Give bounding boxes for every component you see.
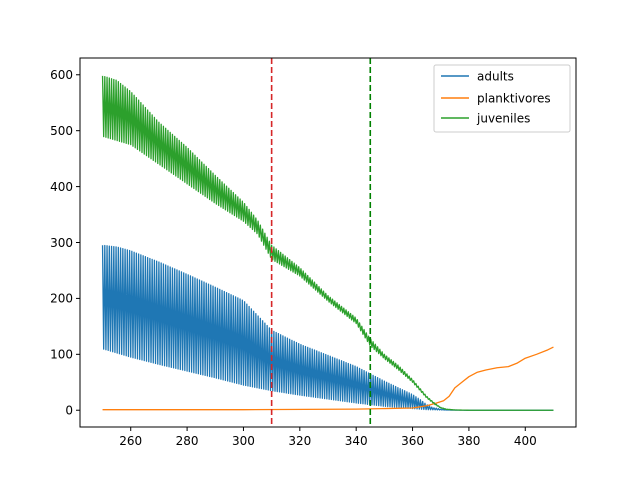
series-line-planktivores — [102, 346, 554, 411]
y-tick-label: 500 — [50, 124, 73, 138]
y-tick-label: 0 — [65, 404, 73, 418]
y-axis: 0 100 200 300 400 500 600 — [50, 68, 80, 418]
legend-label-juveniles: juveniles — [476, 112, 530, 126]
y-tick-label: 300 — [50, 236, 73, 250]
legend: adults planktivores juveniles — [433, 64, 571, 133]
x-tick-label: 300 — [232, 434, 255, 448]
legend-label-planktivores: planktivores — [477, 92, 551, 106]
y-tick-label: 200 — [50, 292, 73, 306]
x-tick-label: 280 — [176, 434, 199, 448]
legend-label-adults: adults — [477, 70, 514, 84]
series-line-adults — [101, 244, 554, 411]
x-axis: 260 280 300 320 340 360 380 400 — [119, 427, 537, 448]
x-tick-label: 360 — [401, 434, 424, 448]
x-tick-label: 320 — [288, 434, 311, 448]
x-tick-label: 260 — [119, 434, 142, 448]
y-tick-label: 400 — [50, 180, 73, 194]
series-line-juveniles — [101, 75, 554, 411]
y-tick-label: 100 — [50, 348, 73, 362]
legend-box — [433, 64, 571, 133]
x-tick-label: 400 — [514, 434, 537, 448]
y-tick-label: 600 — [50, 68, 73, 82]
x-tick-label: 380 — [457, 434, 480, 448]
x-tick-label: 340 — [345, 434, 368, 448]
reference-lines — [270, 58, 372, 427]
series-layer — [101, 75, 554, 411]
